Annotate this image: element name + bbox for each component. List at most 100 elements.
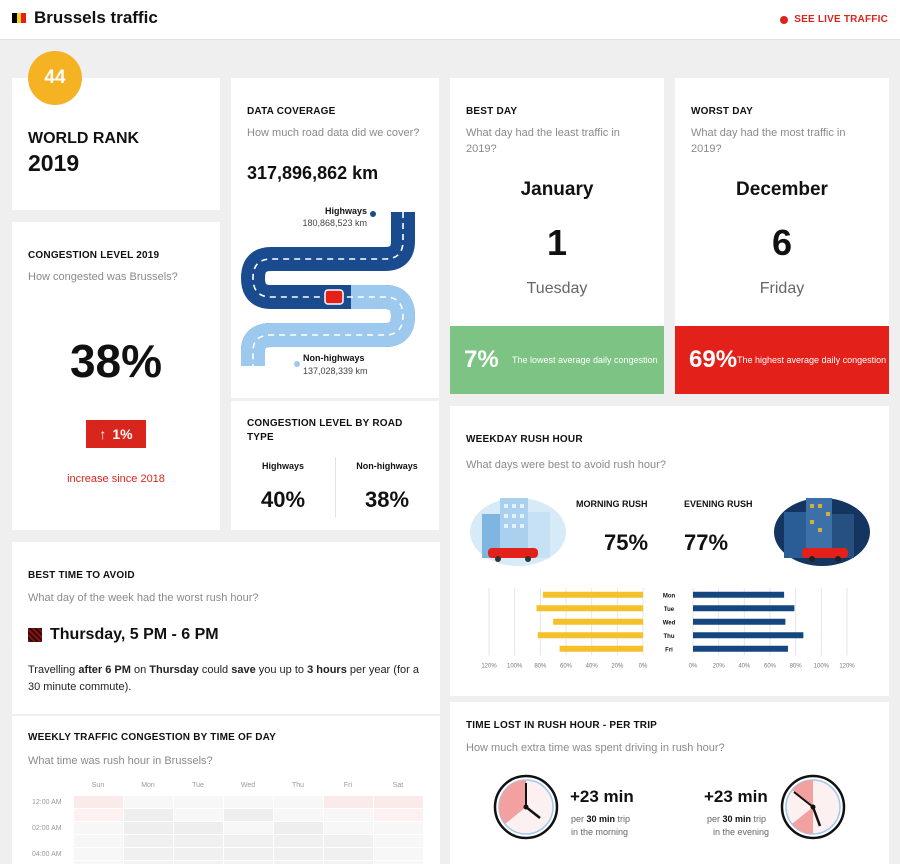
heatmap-cell <box>174 835 223 847</box>
best-day-stat-box: 7% The lowest average daily congestion <box>450 326 664 394</box>
worst-day-month: December <box>736 179 828 200</box>
heatmap-cell <box>174 822 223 834</box>
heatmap-cell <box>224 861 273 864</box>
road-illustration <box>240 211 416 367</box>
best-time-card: BEST TIME TO AVOID What day of the week … <box>12 542 440 714</box>
x-tick-label: 0% <box>689 664 698 670</box>
coverage-question: How much road data did we cover? <box>247 127 420 139</box>
hour-label: 12:00 AM <box>32 799 62 806</box>
world-rank-title: WORLD RANK <box>28 130 140 147</box>
day-header: Tue <box>192 782 204 789</box>
x-tick-label: 120% <box>481 664 497 670</box>
best-day-heading: BEST DAY <box>466 106 518 117</box>
day-label: Wed <box>663 620 676 626</box>
heatmap-cell <box>124 796 173 808</box>
heatmap-cell <box>174 848 223 860</box>
heatmap-cell <box>374 796 423 808</box>
heatmap-cell <box>174 809 223 821</box>
worst-day-weekday: Friday <box>759 280 805 297</box>
evening-bar <box>693 618 786 625</box>
caption-text: trip <box>751 814 767 824</box>
x-tick-label: 0% <box>639 664 648 670</box>
x-tick-label: 60% <box>560 664 573 670</box>
heatmap-cell <box>224 822 273 834</box>
day-header: Fri <box>343 782 353 789</box>
time-lost-card: TIME LOST IN RUSH HOUR - PER TRIP How mu… <box>450 702 889 864</box>
caption-text: per <box>707 814 723 824</box>
morning-bar <box>553 618 643 625</box>
heatmap-cell <box>74 848 123 860</box>
morning-time-lost-line2: in the morning <box>571 827 629 837</box>
heatmap-cell <box>374 822 423 834</box>
hour-label: 04:00 AM <box>32 851 62 858</box>
coverage-heading: DATA COVERAGE <box>247 106 336 117</box>
day-header: Sun <box>91 782 105 789</box>
data-coverage-card: DATA COVERAGE How much road data did we … <box>231 78 439 398</box>
x-tick-label: 80% <box>534 664 547 670</box>
see-live-traffic-link[interactable]: SEE LIVE TRAFFIC <box>780 14 888 25</box>
congestion-change-note: increase since 2018 <box>67 473 165 485</box>
heatmap-cell <box>274 796 323 808</box>
heatmap-cell <box>224 809 273 821</box>
evening-rush-label: EVENING RUSH <box>684 499 753 509</box>
caption-bold: 30 min <box>586 814 616 824</box>
x-tick-label: 80% <box>790 664 803 670</box>
road-type-card: CONGESTION LEVEL BY ROAD TYPE Highways 4… <box>231 401 439 530</box>
rush-hour-card: WEEKDAY RUSH HOUR What days were best to… <box>450 406 889 696</box>
desc-text: could <box>198 664 232 676</box>
x-tick-label: 100% <box>507 664 523 670</box>
heatmap-cell <box>324 861 373 864</box>
caption-bold: 30 min <box>722 814 752 824</box>
morning-rush-label: MORNING RUSH <box>576 499 648 509</box>
morning-time-lost-value: +23 min <box>570 787 634 806</box>
striped-square-icon <box>28 628 42 642</box>
morning-rush-value: 75% <box>604 530 649 555</box>
weekly-heatmap: Sun Mon Tue Wed Thu Fri Sat 12:00 AM 02:… <box>12 782 440 864</box>
world-rank-badge: 44 <box>28 51 82 105</box>
heatmap-cell <box>124 861 173 864</box>
worst-day-pct: 69% <box>689 346 738 373</box>
desc-bold: Thursday <box>149 664 199 676</box>
heatmap-cell <box>274 822 323 834</box>
world-rank-year: 2019 <box>28 150 80 176</box>
heatmap-cell <box>224 848 273 860</box>
desc-bold: save <box>231 664 256 676</box>
morning-bar <box>542 591 643 598</box>
worst-day-note: The highest average daily congestion <box>737 354 887 365</box>
congestion-change-badge: ↑ 1% <box>86 420 146 448</box>
time-lost-heading: TIME LOST IN RUSH HOUR - PER TRIP <box>466 720 658 731</box>
congestion-change-value: 1% <box>112 426 133 442</box>
caption-text: per <box>571 814 587 824</box>
x-tick-label: 40% <box>738 664 751 670</box>
best-time-question: What day of the week had the worst rush … <box>28 592 259 604</box>
heatmap-cell <box>374 848 423 860</box>
best-day-card: BEST DAY What day had the least traffic … <box>450 78 664 394</box>
best-time-description: Travelling after 6 PM on Thursday could … <box>28 662 428 696</box>
x-tick-label: 120% <box>839 664 855 670</box>
live-dot-icon <box>780 15 789 24</box>
evening-time-lost-line1: per 30 min trip <box>707 814 766 824</box>
desc-bold: 3 hours <box>307 664 347 676</box>
heatmap-cell <box>174 861 223 864</box>
nonhighways-coverage-label: Non-highways <box>303 353 365 363</box>
worst-day-heading: WORST DAY <box>691 106 753 117</box>
heatmap-cell <box>374 809 423 821</box>
hour-label: 02:00 AM <box>32 825 62 832</box>
heatmap-cell <box>74 796 123 808</box>
road-type-highways-value: 40% <box>260 487 306 512</box>
heatmap-cell <box>224 835 273 847</box>
belgium-flag-icon <box>12 13 27 23</box>
arrow-up-icon: ↑ <box>99 426 107 442</box>
page-title: Brussels traffic <box>34 8 158 27</box>
heatmap-cell <box>274 835 323 847</box>
morning-bar <box>537 632 643 639</box>
heatmap-cell <box>224 796 273 808</box>
morning-city-illustration <box>470 498 566 566</box>
congestion-level-card: CONGESTION LEVEL 2019 How congested was … <box>12 222 220 530</box>
heatmap-cell <box>124 822 173 834</box>
see-live-traffic-label: SEE LIVE TRAFFIC <box>794 14 888 25</box>
rush-hour-question: What days were best to avoid rush hour? <box>466 459 666 471</box>
heatmap-cell <box>124 809 173 821</box>
heatmap-cell <box>274 848 323 860</box>
desc-text: Travelling <box>28 664 79 676</box>
